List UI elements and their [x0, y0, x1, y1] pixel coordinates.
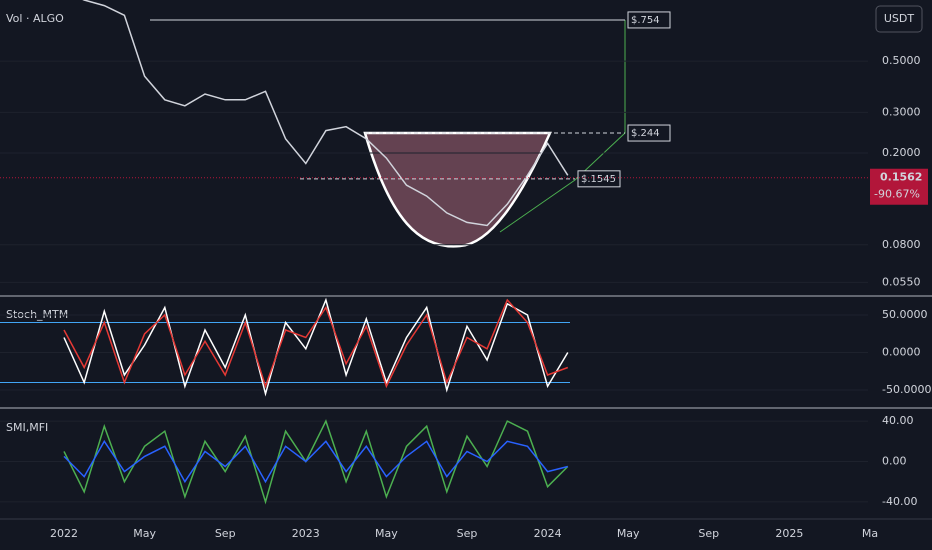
- y-tick-label: 0.0550: [882, 275, 921, 288]
- x-tick-label: Sep: [698, 527, 719, 540]
- x-tick-label: Ma: [862, 527, 878, 540]
- x-tick-label: 2023: [292, 527, 320, 540]
- price-change: -90.67%: [874, 188, 920, 201]
- currency-label[interactable]: USDT: [884, 12, 915, 25]
- y-tick-label: 0.0000: [882, 346, 921, 359]
- series-line: [63, 298, 569, 389]
- projection-line: [499, 20, 626, 233]
- plot-area: $.754 $.244 $.1545: [0, 0, 868, 505]
- x-tick-label: 2022: [50, 527, 78, 540]
- y-tick-label: -50.0000: [882, 383, 931, 396]
- level-box: [627, 124, 671, 142]
- price-label: 0.1562: [880, 171, 922, 184]
- series-line: [63, 439, 568, 484]
- y-tick-label: 0.3000: [882, 105, 921, 118]
- x-tick-label: May: [617, 527, 640, 540]
- series-line: [63, 297, 569, 397]
- y-tick-label: -40.00: [882, 495, 917, 508]
- x-tick-label: 2024: [534, 527, 562, 540]
- level-box: [577, 170, 621, 188]
- series-line: [82, 0, 569, 227]
- level-box: [627, 11, 671, 29]
- x-tick-label: May: [133, 527, 156, 540]
- y-tick-label: 50.0000: [882, 308, 928, 321]
- y-tick-label: 0.0800: [882, 238, 921, 251]
- y-tick-label: 0.00: [882, 454, 907, 467]
- y-tick-label: 0.5000: [882, 54, 921, 67]
- level-label: $.754: [631, 15, 660, 26]
- x-tick-label: Sep: [457, 527, 478, 540]
- level-label: $.244: [631, 128, 660, 139]
- pane-title: SMI,MFI: [6, 421, 48, 434]
- y-tick-label: 0.2000: [882, 146, 921, 159]
- x-tick-label: Sep: [215, 527, 236, 540]
- series-line: [63, 419, 569, 505]
- currency-button[interactable]: [875, 5, 923, 33]
- cup-pattern: [363, 131, 552, 248]
- x-tick-label: 2025: [775, 527, 803, 540]
- pane-title: Vol · ALGO: [6, 12, 64, 25]
- x-tick-label: May: [375, 527, 398, 540]
- price-tag: [870, 168, 928, 205]
- level-label: $.1545: [581, 174, 616, 185]
- y-tick-label: 40.00: [882, 414, 914, 427]
